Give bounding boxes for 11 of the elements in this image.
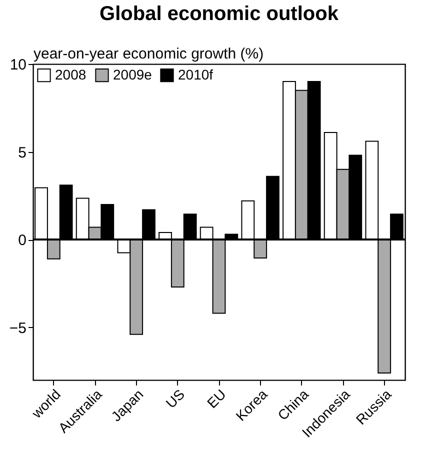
y-tick-label: 5	[18, 144, 26, 162]
legend-label: 2008	[55, 66, 86, 82]
y-tick-label: 10	[10, 56, 26, 74]
legend-label: 2010f	[178, 66, 214, 82]
legend-label: 2009e	[113, 66, 152, 82]
x-tick-label: EU	[204, 386, 229, 412]
chart-title: Global economic outlook	[100, 3, 340, 25]
y-tick-label: 0	[18, 232, 26, 250]
x-tick-label: US	[162, 386, 188, 412]
y-axis-title: year-on-year economic growth (%)	[34, 46, 264, 62]
y-tick-label: −5	[9, 320, 26, 337]
